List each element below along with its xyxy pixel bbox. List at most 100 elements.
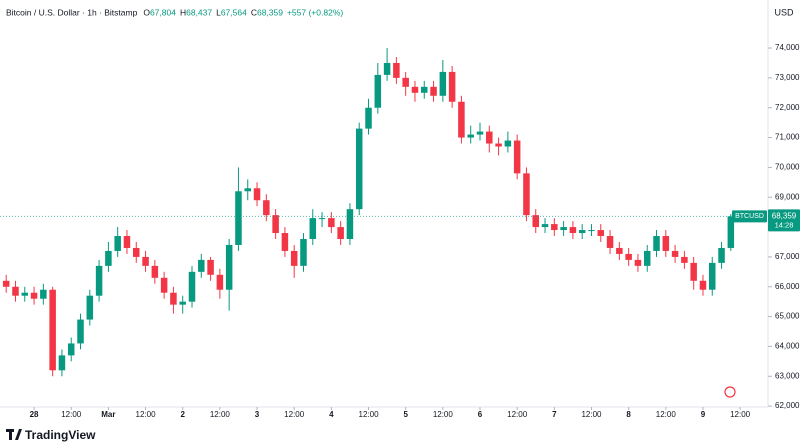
candle-body bbox=[653, 236, 660, 251]
candle-body bbox=[142, 256, 149, 266]
x-tick-label: 12:00 bbox=[359, 410, 380, 419]
x-tick-label: 12:00 bbox=[433, 410, 454, 419]
candle-body bbox=[346, 209, 354, 240]
candle-body bbox=[160, 277, 168, 293]
change: +557 (+0.82%) bbox=[287, 7, 343, 17]
candle-body bbox=[2, 280, 10, 287]
ohlc-key: H bbox=[180, 7, 186, 17]
candle-body bbox=[272, 215, 279, 234]
x-tick-label: 12:00 bbox=[730, 410, 751, 419]
x-tick-label: 7 bbox=[552, 410, 557, 419]
y-tick-label: 71,000 bbox=[775, 133, 800, 142]
candle-body bbox=[198, 259, 205, 272]
candle-body bbox=[67, 343, 75, 356]
ohlc-key: C bbox=[251, 7, 257, 17]
candle-body bbox=[58, 355, 66, 371]
ohlc-value: 67,804 bbox=[150, 7, 176, 17]
candle-body bbox=[30, 292, 38, 299]
candle-body bbox=[671, 250, 679, 257]
candle-body bbox=[690, 262, 697, 281]
candle-body bbox=[578, 230, 586, 234]
candle-body bbox=[430, 86, 437, 96]
price-tag-countdown: 14:28 bbox=[775, 220, 794, 229]
candle-body bbox=[253, 188, 261, 201]
candle-body bbox=[40, 289, 47, 299]
y-tick-label: 73,000 bbox=[775, 73, 800, 82]
brand-name: TradingView bbox=[25, 428, 96, 442]
candle-body bbox=[337, 227, 344, 240]
chart-title: Bitcoin / U.S. Dollar · 1h · Bitstamp bbox=[6, 7, 138, 17]
candle-body bbox=[290, 250, 298, 266]
candle-body bbox=[133, 247, 140, 257]
candle-body bbox=[95, 265, 103, 296]
candle-body bbox=[467, 134, 474, 138]
candle-body bbox=[486, 131, 493, 144]
candle-body bbox=[309, 218, 317, 240]
price-tag bbox=[768, 209, 800, 232]
candle-body bbox=[681, 256, 688, 263]
y-tick-label: 62,000 bbox=[775, 401, 800, 410]
candle-body bbox=[709, 262, 716, 290]
candle-body bbox=[541, 224, 549, 228]
x-tick-label: 12:00 bbox=[136, 410, 157, 419]
candle-body bbox=[504, 140, 512, 147]
x-tick-label: 12:00 bbox=[210, 410, 231, 419]
x-tick-label: 5 bbox=[403, 410, 408, 419]
replay-icon[interactable] bbox=[724, 386, 736, 398]
x-tick-label: Mar bbox=[101, 410, 115, 419]
x-tick-label: 12:00 bbox=[581, 410, 602, 419]
candle-body bbox=[523, 173, 530, 216]
x-tick-label: 4 bbox=[329, 410, 334, 419]
candle-body bbox=[448, 71, 456, 102]
candle-body bbox=[532, 215, 539, 228]
candle-body bbox=[49, 289, 56, 371]
candle-body bbox=[727, 216, 735, 248]
candle-body bbox=[616, 247, 623, 254]
y-tick-label: 64,000 bbox=[775, 342, 800, 351]
candle-body bbox=[560, 227, 567, 231]
x-tick-label: 6 bbox=[478, 410, 483, 419]
candle-body bbox=[77, 319, 84, 344]
ohlc-value: 68,359 bbox=[257, 7, 283, 17]
candle-body bbox=[588, 230, 595, 232]
candle-body bbox=[355, 128, 363, 210]
candle-body bbox=[281, 233, 289, 251]
candle-body bbox=[606, 236, 614, 248]
candle-body bbox=[383, 62, 391, 75]
candle-body bbox=[597, 230, 605, 237]
candle-body bbox=[374, 74, 382, 108]
candle-body bbox=[179, 301, 186, 305]
ohlc-key: O bbox=[143, 7, 150, 17]
candle-body bbox=[151, 265, 159, 278]
candle-body bbox=[569, 227, 577, 234]
candle-body bbox=[643, 250, 651, 266]
candle-body bbox=[216, 274, 224, 290]
candle-body bbox=[86, 295, 94, 320]
candle-body bbox=[328, 218, 335, 228]
candle-body bbox=[235, 191, 242, 245]
x-tick-label: 9 bbox=[701, 410, 706, 419]
ohlc-value: 67,564 bbox=[221, 7, 247, 17]
candle-body bbox=[188, 271, 196, 302]
candle-body bbox=[300, 239, 307, 266]
y-tick-label: 63,000 bbox=[775, 371, 800, 380]
x-tick-label: 12:00 bbox=[284, 410, 305, 419]
candle-body bbox=[495, 143, 502, 147]
x-tick-label: 12:00 bbox=[656, 410, 677, 419]
y-tick-label: 65,000 bbox=[775, 312, 800, 321]
candle-body bbox=[207, 259, 214, 275]
candle-body bbox=[12, 286, 19, 296]
y-tick-label: 74,000 bbox=[775, 43, 800, 52]
y-tick-label: 70,000 bbox=[775, 163, 800, 172]
candle-body bbox=[699, 280, 707, 290]
brand-logo: TradingView bbox=[6, 428, 96, 442]
logo-icon bbox=[6, 429, 22, 440]
x-tick-label: 12:00 bbox=[61, 410, 82, 419]
x-tick-label: 12:00 bbox=[507, 410, 528, 419]
candle-body bbox=[551, 224, 558, 231]
candle-body bbox=[439, 71, 447, 96]
candle-body bbox=[244, 188, 251, 192]
ohlc-readout: O 67,804 H 68,437 L 67,564 C 68,359 +557 (+0.82%… bbox=[143, 7, 343, 17]
